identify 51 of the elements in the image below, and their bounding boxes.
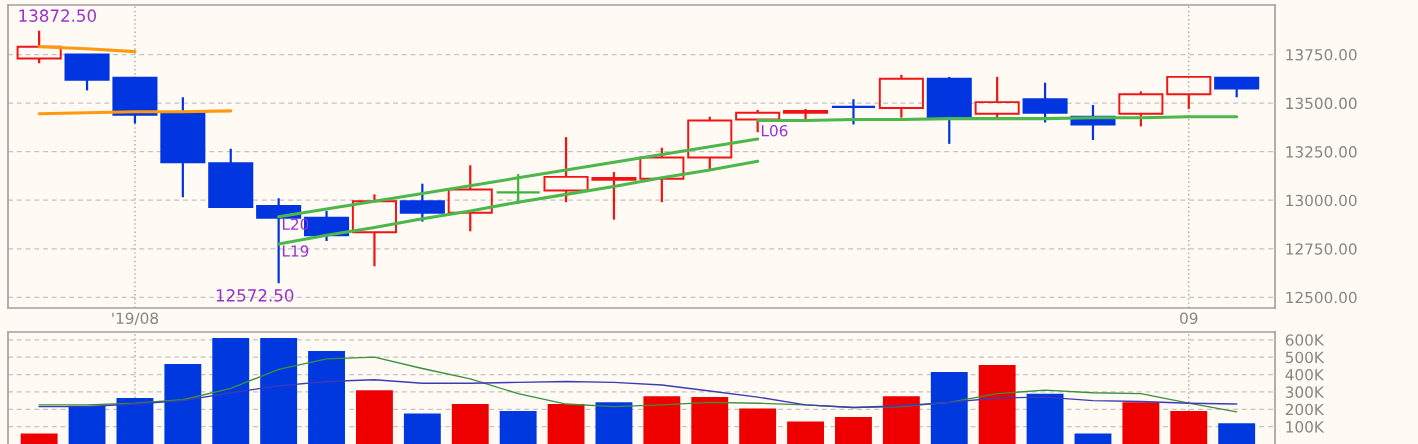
bar (451, 404, 489, 444)
bar (1218, 423, 1256, 444)
y-tick-label: 12500.00 (1286, 291, 1357, 304)
bar (164, 364, 202, 444)
y-tick-label: 12750.00 (1286, 243, 1357, 255)
bar (547, 404, 585, 444)
y-tick-label: 13000.00 (1286, 194, 1357, 207)
bar (882, 396, 920, 444)
line-series (38, 379, 1238, 409)
bar (308, 351, 345, 444)
y-tick-label: 13750.00 (1286, 48, 1357, 61)
annotation: 13872.50 (19, 9, 96, 22)
candlestick (351, 193, 397, 268)
candlestick (830, 98, 877, 126)
y-tick-label: 300K (1285, 386, 1325, 398)
line-series (38, 356, 1238, 413)
bar (403, 413, 441, 444)
y-tick-label: 600K (1285, 334, 1325, 346)
bar (691, 397, 729, 444)
y-tick-label: 400K (1285, 369, 1325, 381)
bar (499, 411, 537, 444)
bar (1074, 433, 1112, 444)
annotation: 12572.50 (216, 289, 294, 302)
y-tick-label: 13250.00 (1286, 146, 1357, 158)
bar (1122, 402, 1160, 444)
bar (68, 405, 106, 444)
y-tick-label: 500K (1285, 351, 1325, 364)
bar (356, 390, 393, 444)
line-series (277, 137, 760, 219)
bar (643, 396, 681, 444)
bar (787, 421, 825, 444)
bar (1026, 393, 1064, 444)
x-tick-label: '19/08 (112, 312, 159, 326)
candlestick (447, 164, 493, 233)
y-tick-label: 200K (1285, 403, 1325, 416)
y-tick-label: 13500.00 (1286, 97, 1357, 110)
series-label: L19 (282, 245, 309, 257)
bar (260, 338, 298, 444)
bar (1170, 411, 1208, 444)
y-tick-label: 100K (1286, 421, 1325, 433)
line-series (277, 159, 760, 246)
bar (930, 371, 968, 444)
bar (212, 338, 250, 444)
bar (739, 408, 777, 444)
bar (20, 433, 58, 444)
bar (978, 364, 1016, 444)
x-tick-label: 09 (1180, 312, 1198, 324)
bar (835, 417, 872, 444)
series-label: L06 (761, 125, 788, 137)
bar (116, 397, 154, 444)
bar (595, 402, 633, 444)
